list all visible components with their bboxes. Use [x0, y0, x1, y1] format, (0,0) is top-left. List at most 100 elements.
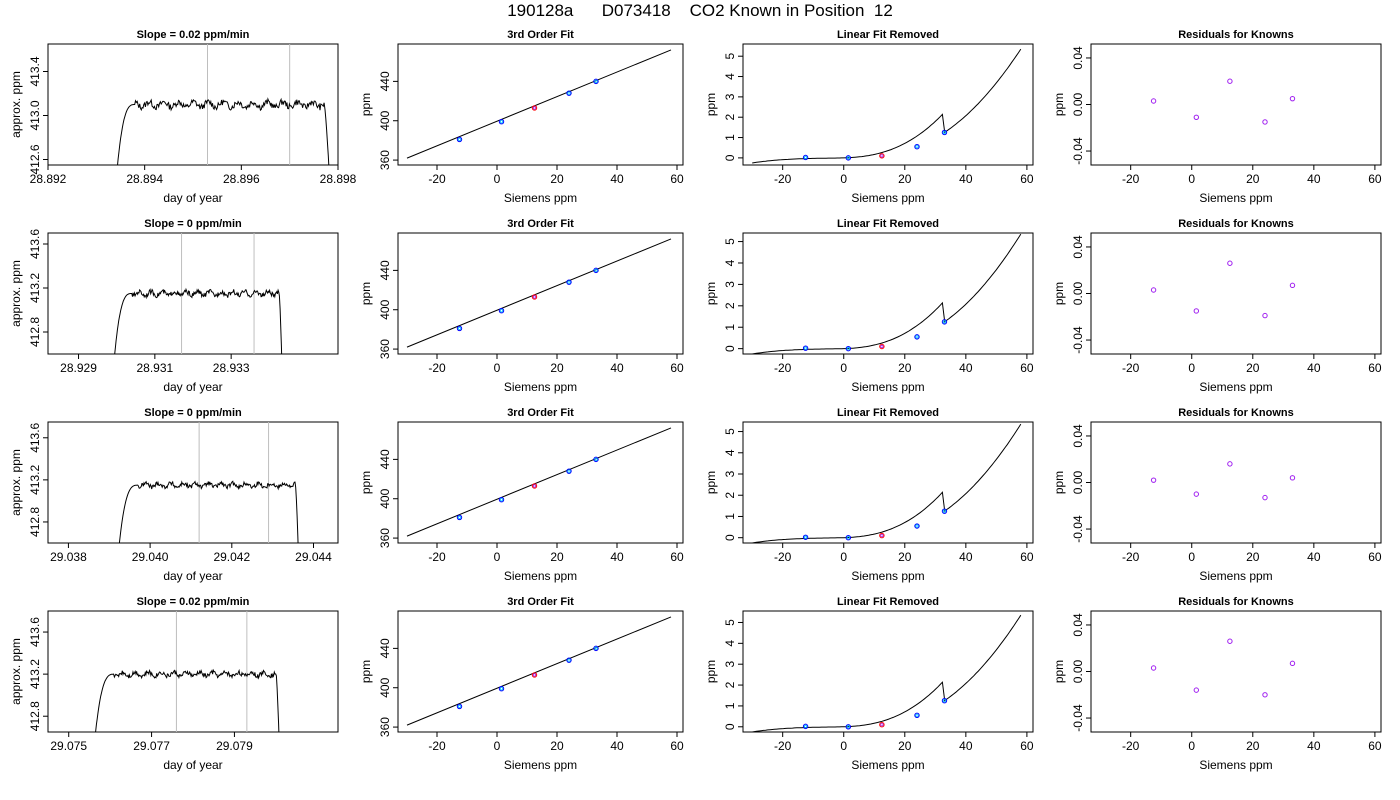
chart-title: 3rd Order Fit	[507, 596, 574, 608]
y-tick-label: -0.04	[1071, 137, 1085, 165]
y-axis-label: ppm	[1052, 93, 1066, 116]
y-tick-label: 0	[723, 534, 737, 541]
plot-area	[752, 233, 1022, 354]
residual-curve	[752, 423, 1022, 543]
data-point	[802, 723, 809, 730]
x-tick-label: 60	[1368, 550, 1382, 564]
plot-frame	[397, 610, 684, 733]
data-point-inner	[803, 535, 808, 539]
data-point	[1227, 78, 1233, 84]
data-point	[566, 90, 572, 96]
y-tick-label: 5	[723, 619, 737, 626]
chart-title: 3rd Order Fit	[507, 218, 574, 230]
data-point-inner	[594, 268, 598, 272]
chart-title: Linear Fit Removed	[837, 29, 939, 41]
data-point	[914, 143, 920, 150]
fit-line	[406, 238, 672, 348]
y-tick-label: 0.00	[1071, 470, 1085, 494]
data-point	[531, 294, 538, 300]
data-point-inner	[846, 536, 850, 540]
x-tick-label: -20	[774, 550, 792, 564]
data-point	[914, 523, 920, 529]
data-trace	[114, 287, 283, 354]
data-point-inner	[915, 713, 919, 717]
plot-area	[1150, 260, 1296, 319]
page-title: 190128a D073418 CO2 Known in Position 12	[507, 1, 893, 20]
x-tick-label: 60	[1020, 172, 1034, 186]
y-tick-label: 3	[723, 281, 737, 288]
x-tick-label: -20	[1122, 550, 1140, 564]
chart-panel: Linear Fit Removed -20 0 20 40 60 0 1 2 3 4 5 Siemen…	[704, 407, 1034, 583]
x-axis-label: Siemens ppm	[1199, 191, 1272, 205]
y-tick-label: 413.4	[28, 56, 42, 86]
x-tick-label: 29.079	[216, 739, 253, 753]
data-point-inner	[803, 724, 808, 728]
chart-title: 3rd Order Fit	[507, 29, 574, 41]
x-tick-label: 20	[1246, 361, 1260, 375]
data-point	[1289, 95, 1296, 102]
data-point-inner	[942, 509, 947, 513]
plot-area	[1150, 638, 1296, 698]
x-tick-label: 20	[550, 739, 564, 753]
chart-panel: 3rd Order Fit -20 0 20 40 60 360 400 440 Siemens …	[359, 407, 684, 583]
y-tick-label: -0.04	[1071, 326, 1085, 354]
plot-frame	[397, 43, 684, 166]
x-tick-label: 0	[494, 361, 501, 375]
data-point	[941, 698, 948, 704]
data-point	[456, 703, 463, 710]
data-trace	[117, 97, 330, 165]
data-point	[1227, 461, 1233, 467]
chart-title: Linear Fit Removed	[837, 218, 939, 230]
x-axis-label: Siemens ppm	[504, 191, 577, 205]
data-point-inner	[499, 687, 504, 691]
data-point-inner	[803, 155, 808, 160]
plot-frame	[1090, 43, 1382, 166]
x-axis-label: Siemens ppm	[1199, 569, 1272, 583]
x-tick-label: 40	[1307, 550, 1321, 564]
x-tick-label: 60	[1368, 739, 1382, 753]
x-tick-label: 29.077	[133, 739, 170, 753]
plot-frame	[1090, 610, 1382, 733]
y-tick-label: 0	[723, 154, 737, 161]
data-point	[914, 712, 920, 719]
y-tick-label: 440	[378, 260, 392, 280]
y-tick-label: 413.6	[28, 229, 42, 259]
y-tick-label: 5	[723, 53, 737, 60]
data-point	[879, 153, 885, 159]
plot-frame	[742, 43, 1034, 166]
data-point	[566, 657, 572, 663]
data-point-inner	[567, 469, 571, 473]
y-tick-label: 400	[378, 299, 392, 319]
x-tick-label: 28.894	[126, 172, 163, 186]
data-point-inner	[499, 309, 504, 313]
data-point-inner	[942, 130, 947, 135]
data-point	[456, 136, 463, 143]
y-tick-label: 440	[378, 449, 392, 469]
x-tick-label: 0	[840, 739, 847, 753]
y-tick-label: 360	[378, 339, 392, 359]
x-tick-label: 20	[550, 550, 564, 564]
y-tick-label: 1	[723, 134, 737, 141]
x-tick-label: 40	[959, 739, 973, 753]
y-axis-label: ppm	[704, 282, 718, 305]
data-point-inner	[594, 79, 598, 83]
chart-panel: Linear Fit Removed -20 0 20 40 60 0 1 2 3 4 5 Siemen…	[704, 596, 1034, 772]
x-tick-label: 40	[610, 739, 624, 753]
data-point	[941, 319, 948, 325]
y-tick-label: 0.04	[1071, 235, 1085, 259]
x-tick-label: 40	[1307, 739, 1321, 753]
y-axis-label: ppm	[1052, 660, 1066, 683]
y-tick-label: 400	[378, 110, 392, 130]
x-tick-label: 40	[959, 361, 973, 375]
x-axis-label: day of year	[163, 191, 222, 205]
data-point	[802, 345, 809, 351]
y-tick-label: 5	[723, 238, 737, 245]
data-point	[1289, 660, 1296, 667]
chart-panel: 3rd Order Fit -20 0 20 40 60 360 400 440 Siemens …	[359, 218, 684, 394]
x-tick-label: 20	[1246, 550, 1260, 564]
x-tick-label: 20	[898, 172, 912, 186]
x-tick-label: 20	[898, 739, 912, 753]
y-tick-label: 3	[723, 470, 737, 477]
x-tick-label: 28.931	[136, 361, 173, 375]
plot-area	[114, 233, 283, 354]
